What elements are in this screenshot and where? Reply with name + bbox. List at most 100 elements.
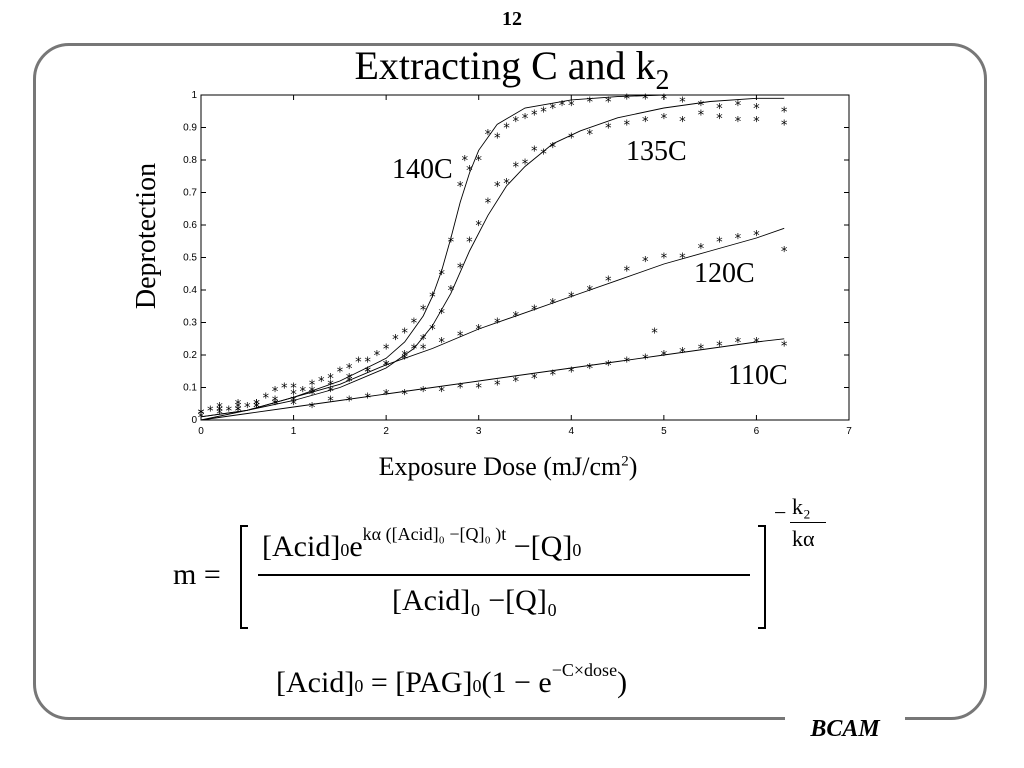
equation1-e: e bbox=[349, 530, 363, 563]
data-point-135c: * bbox=[678, 115, 686, 130]
data-point-140c: * bbox=[243, 401, 251, 416]
data-point-110c: * bbox=[216, 404, 224, 419]
x-axis-label-main: Exposure Dose (mJ/cm bbox=[378, 452, 622, 481]
data-point-135c: * bbox=[641, 115, 649, 130]
data-point-120c: * bbox=[530, 304, 538, 319]
x-tick-label: 5 bbox=[661, 426, 667, 437]
data-point-135c: * bbox=[715, 112, 723, 127]
data-point-110c: * bbox=[456, 382, 464, 397]
y-tick-label: 0.6 bbox=[183, 220, 197, 231]
data-point-110c: * bbox=[512, 375, 520, 390]
data-point-140c: * bbox=[271, 385, 279, 400]
data-point-110c: * bbox=[475, 382, 483, 397]
equation1-acid-sub: 0 bbox=[340, 540, 350, 560]
data-point-140c: * bbox=[484, 128, 492, 143]
data-point-120c: * bbox=[697, 242, 705, 257]
data-point-140c: * bbox=[438, 268, 446, 283]
data-point-140c: * bbox=[641, 92, 649, 107]
data-point-135c: * bbox=[780, 118, 788, 133]
data-point-140c: * bbox=[697, 99, 705, 114]
data-point-120c: * bbox=[419, 343, 427, 358]
data-point-120c: * bbox=[401, 352, 409, 367]
data-point-135c: * bbox=[327, 378, 335, 393]
data-point-135c: * bbox=[623, 118, 631, 133]
fit-curve-120c bbox=[200, 227, 785, 421]
data-point-135c: * bbox=[484, 196, 492, 211]
data-point-110c: * bbox=[641, 352, 649, 367]
data-point-135c: * bbox=[530, 144, 538, 159]
data-point-120c: * bbox=[715, 235, 723, 250]
data-point-140c: * bbox=[466, 164, 474, 179]
data-point-135c: * bbox=[604, 122, 612, 137]
data-point-120c: * bbox=[641, 255, 649, 270]
data-point-120c: * bbox=[586, 284, 594, 299]
data-point-110c: * bbox=[364, 391, 372, 406]
data-point-120c: * bbox=[604, 274, 612, 289]
data-point-140c: * bbox=[461, 154, 469, 169]
data-point-135c: * bbox=[753, 115, 761, 130]
data-point-135c: * bbox=[549, 141, 557, 156]
data-point-135c: * bbox=[456, 261, 464, 276]
y-tick-label: 0.2 bbox=[183, 350, 197, 361]
data-point-120c: * bbox=[345, 375, 353, 390]
y-tick-label: 0.8 bbox=[183, 155, 197, 166]
equation1-numerator: [Acid]0ekα ([Acid]₀ −[Q]₀ )t −[Q]0 bbox=[262, 524, 582, 563]
data-point-140c: * bbox=[225, 404, 233, 419]
data-point-135c: * bbox=[410, 343, 418, 358]
data-point-135c: * bbox=[271, 395, 279, 410]
data-point-135c: * bbox=[586, 128, 594, 143]
equation2: [Acid]0 = [PAG]0(1 − e−C×dose) bbox=[276, 660, 628, 699]
data-point-140c: * bbox=[354, 356, 362, 371]
series-label-120c: 120C bbox=[694, 258, 755, 289]
data-point-120c: * bbox=[734, 232, 742, 247]
data-point-135c: * bbox=[521, 157, 529, 172]
data-point-135c: * bbox=[234, 404, 242, 419]
data-point-140c: * bbox=[253, 398, 261, 413]
data-point-120c: * bbox=[753, 229, 761, 244]
data-point-140c: * bbox=[660, 92, 668, 107]
data-point-110c: * bbox=[660, 349, 668, 364]
x-tick-label: 2 bbox=[383, 426, 389, 437]
data-point-110c: * bbox=[401, 388, 409, 403]
data-point-110c: * bbox=[253, 401, 261, 416]
x-axis-label: Exposure Dose (mJ/cm2) bbox=[379, 452, 638, 482]
data-point-135c: * bbox=[429, 323, 437, 338]
x-tick-label: 7 bbox=[846, 426, 852, 437]
y-tick-label: 0.3 bbox=[183, 318, 197, 329]
data-point-140c: * bbox=[475, 154, 483, 169]
data-point-120c: * bbox=[197, 408, 205, 423]
data-point-110c: * bbox=[419, 385, 427, 400]
data-point-110c: * bbox=[753, 336, 761, 351]
equation2-pag-sub: 0 bbox=[472, 676, 482, 696]
data-point-140c: * bbox=[623, 92, 631, 107]
equation1-left-bracket bbox=[240, 525, 248, 629]
fit-curve-135c bbox=[200, 97, 785, 418]
data-point-135c: * bbox=[660, 112, 668, 127]
fit-curve-140c bbox=[200, 94, 785, 418]
equation2-acid-sub: 0 bbox=[354, 676, 364, 696]
data-point-120c: * bbox=[290, 395, 298, 410]
data-point-120c: * bbox=[382, 359, 390, 374]
data-point-140c: * bbox=[456, 180, 464, 195]
data-point-135c: * bbox=[466, 235, 474, 250]
data-point-140c: * bbox=[299, 385, 307, 400]
data-point-120c: * bbox=[512, 310, 520, 325]
data-point-135c: * bbox=[401, 349, 409, 364]
series-label-140c: 140C bbox=[392, 154, 453, 185]
data-point-140c: * bbox=[604, 96, 612, 111]
data-point-140c: * bbox=[447, 235, 455, 250]
data-point-135c: * bbox=[253, 401, 261, 416]
data-point-120c: * bbox=[308, 388, 316, 403]
data-point-120c: * bbox=[253, 398, 261, 413]
slide-title-subscript: 2 bbox=[655, 65, 670, 96]
data-point-135c: * bbox=[697, 109, 705, 124]
equation1-acid: Acid bbox=[272, 530, 331, 563]
y-tick-label: 0.5 bbox=[183, 253, 197, 264]
data-point-110c: * bbox=[549, 369, 557, 384]
data-point-140c: * bbox=[493, 131, 501, 146]
data-point-140c: * bbox=[327, 372, 335, 387]
data-point-140c: * bbox=[549, 102, 557, 117]
data-point-120c: * bbox=[623, 265, 631, 280]
data-point-135c: * bbox=[419, 333, 427, 348]
data-point-120c: * bbox=[234, 401, 242, 416]
